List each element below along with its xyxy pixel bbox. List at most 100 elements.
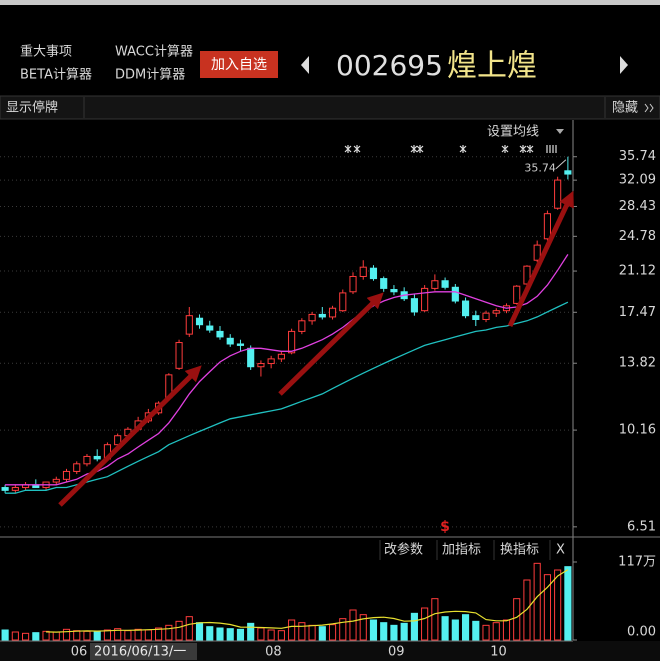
candle-body: [461, 300, 470, 317]
volume-bar: [400, 622, 408, 641]
volume-bar: [103, 629, 112, 641]
volume-bar: [513, 598, 521, 641]
trend-arrow: [58, 365, 202, 507]
y-tick-label: 117万: [618, 555, 656, 570]
volume-bar: [472, 620, 480, 641]
volume-bar: [155, 627, 163, 641]
y-tick-label: 17.47: [619, 305, 656, 320]
candle-body: [564, 170, 572, 175]
volume-bar: [175, 620, 183, 641]
candle-body: [533, 244, 541, 261]
volume-bar: [380, 622, 388, 641]
subbar-left[interactable]: 显示停牌: [6, 100, 58, 116]
y-tick-label: 10.16: [619, 423, 656, 438]
volume-bar: [359, 614, 367, 641]
collapse-icon: [644, 103, 654, 113]
volume-bar: [390, 624, 398, 641]
x-tick-label: 09: [388, 645, 405, 660]
volume-bar: [32, 632, 40, 641]
candle-body: [369, 267, 378, 280]
event-star: [501, 145, 534, 153]
cursor-box: [90, 643, 197, 660]
y-tick-label: 32.09: [619, 173, 656, 188]
link[interactable]: BETA计算器: [20, 68, 92, 83]
volume-average: [45, 569, 569, 633]
candle-body: [543, 213, 551, 240]
stock-code: 002695: [336, 49, 443, 82]
volume-bar: [42, 630, 50, 641]
moving-average: [5, 301, 569, 494]
candle-body: [349, 275, 357, 293]
event-star: [410, 145, 424, 153]
volume-bar: [144, 629, 152, 641]
candle-body: [83, 455, 91, 465]
candle-body: [421, 287, 429, 312]
candle-body: [339, 292, 347, 312]
candle-body: [380, 278, 388, 289]
high-label: 35.74: [524, 162, 556, 175]
volume-bar: [410, 612, 418, 641]
y-tick-label: 13.82: [619, 356, 656, 371]
ma-button[interactable]: 设置均线: [487, 125, 539, 140]
candle-body: [451, 286, 459, 302]
candle-body: [308, 313, 316, 322]
volume-bar: [124, 630, 132, 641]
volume-bar: [564, 566, 572, 641]
event-star: [344, 145, 361, 153]
volume-bar: [298, 622, 306, 641]
volume-bar: [349, 609, 357, 641]
candle-body: [226, 337, 234, 345]
candle-body: [73, 463, 81, 472]
subbar-right[interactable]: 隐藏: [612, 101, 638, 116]
volume-bar: [533, 562, 541, 641]
volume-bar: [441, 616, 449, 641]
add-button-label[interactable]: 加入自选: [211, 57, 267, 73]
next-arrow[interactable]: [620, 56, 628, 74]
trend-arrows: [58, 190, 574, 507]
high-pointer: [555, 159, 567, 170]
y-tick-label: 0.00: [627, 625, 656, 640]
volume-button[interactable]: 换指标: [500, 543, 539, 558]
event-star: [546, 145, 557, 153]
volume-bar: [339, 618, 347, 641]
volume-bar: [62, 628, 71, 641]
y-tick-label: 21.12: [619, 264, 656, 279]
x-tick-label: 08: [265, 645, 282, 660]
link[interactable]: WACC计算器: [115, 45, 193, 60]
candle-body: [93, 455, 101, 460]
add-button[interactable]: [200, 51, 278, 78]
subbar: [0, 95, 660, 120]
moving-average: [5, 254, 569, 486]
candle-body: [328, 307, 337, 318]
candle-body: [195, 317, 204, 326]
candle-body: [236, 343, 245, 346]
volume-bar: [73, 630, 81, 641]
volume-bar: [22, 632, 30, 641]
volume-bar: [52, 631, 60, 641]
marks: 6.51 10.16 13.82 17.47 21.12 24.78 28.43 32.09 3…: [0, 149, 656, 660]
volume-button[interactable]: X: [556, 543, 565, 558]
candle-body: [52, 478, 60, 483]
volume-bar: [369, 619, 378, 641]
prev-arrow[interactable]: [301, 56, 309, 74]
link[interactable]: 重大事项: [20, 44, 72, 60]
candle-body: [267, 358, 275, 365]
candle-body: [472, 315, 480, 321]
volume-bar: [267, 629, 275, 641]
link[interactable]: DDM计算器: [115, 68, 185, 83]
volume-bar: [216, 627, 224, 641]
candle-body: [298, 320, 306, 332]
volume-button[interactable]: 加指标: [442, 543, 481, 558]
event-stars: [344, 145, 557, 153]
volume-button[interactable]: 改参数: [384, 542, 423, 558]
candle-body: [257, 363, 265, 368]
event-marker: $: [440, 519, 450, 535]
volume-bar: [318, 626, 326, 641]
candle-body: [11, 487, 19, 491]
y-tick-label: 28.43: [619, 199, 656, 214]
candle-body: [482, 312, 490, 321]
volume-bar: [482, 624, 490, 641]
volume-bar: [431, 598, 439, 641]
volume-bar: [247, 622, 255, 641]
